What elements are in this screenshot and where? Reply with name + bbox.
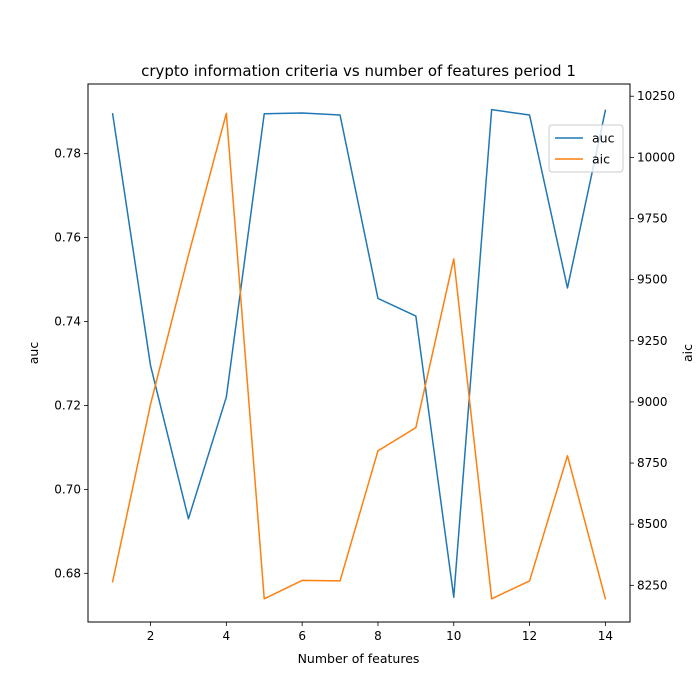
y-tick-label-right: 8750 — [637, 456, 668, 470]
y-tick-label-right: 9750 — [637, 212, 668, 226]
x-tick-label: 12 — [522, 629, 537, 643]
chart-title: crypto information criteria vs number of… — [141, 62, 576, 80]
y-tick-label-left: 0.68 — [54, 566, 81, 580]
marks-layer — [111, 108, 607, 600]
x-tick-label: 2 — [147, 629, 155, 643]
y-tick-label-left: 0.72 — [54, 398, 81, 412]
y-tick-label-left: 0.74 — [54, 315, 81, 329]
y-tick-label-right: 8250 — [637, 578, 668, 592]
y-tick-label-right: 8500 — [637, 517, 668, 531]
legend-label-aic: aic — [592, 152, 610, 167]
legend-label-auc: auc — [592, 131, 615, 146]
x-axis-label: Number of features — [298, 651, 420, 666]
plot-frame — [87, 83, 631, 623]
x-tick-label: 8 — [374, 629, 382, 643]
y-tick-label-right: 9500 — [637, 273, 668, 287]
ticks-layer: 2 4 6 8 10 12 14 0.68 0.70 0.72 0.74 0.76 0.78 8250 85… — [54, 89, 675, 643]
y-axis-label-right: aic — [680, 344, 695, 362]
x-tick-label: 14 — [598, 629, 613, 643]
y-tick-label-left: 0.78 — [54, 147, 81, 161]
x-tick-label: 6 — [298, 629, 306, 643]
x-tick-label: 4 — [223, 629, 231, 643]
y-tick-label-left: 0.70 — [54, 482, 81, 496]
series-line-auc — [111, 108, 607, 598]
legend: auc aic — [548, 124, 624, 173]
y-tick-label-left: 0.76 — [54, 231, 81, 245]
series-line-aic — [111, 112, 607, 600]
x-tick-label: 10 — [446, 629, 461, 643]
y-axis-label-left: auc — [26, 342, 41, 365]
y-tick-label-right: 10000 — [637, 150, 675, 164]
legend-frame — [548, 124, 624, 173]
y-tick-label-right: 9250 — [637, 334, 668, 348]
y-tick-label-right: 10250 — [637, 89, 675, 103]
y-tick-label-right: 9000 — [637, 395, 668, 409]
